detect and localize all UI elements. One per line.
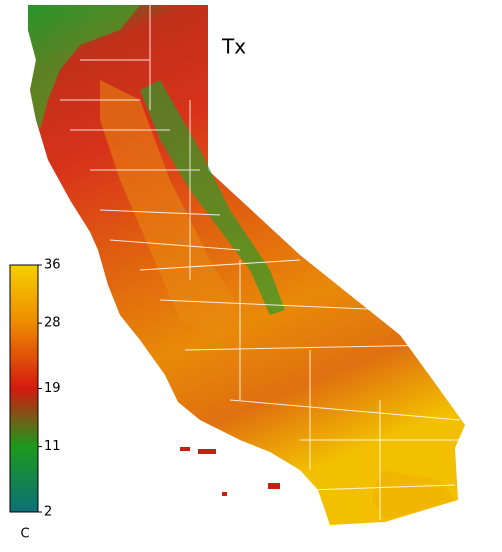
colorbar-tick-label: 11 [44,439,61,454]
colorbar-tick-label: 2 [44,505,52,520]
map-title: Tx [221,35,246,59]
colorbar-tick-label: 36 [44,258,61,273]
central-valley [100,80,240,340]
sierra-ridge [140,80,285,315]
colorbar-ramp [9,264,39,513]
colorbar: 36 28 19 11 2 [9,258,61,520]
colorbar-tick-label: 28 [44,316,61,331]
colorbar-unit: C [20,527,29,542]
southern-desert [372,470,455,520]
colorbar-tick-label: 19 [44,381,61,396]
california [28,5,465,525]
northwest-forest [28,5,140,130]
island [180,447,280,496]
county-lines [60,5,465,520]
